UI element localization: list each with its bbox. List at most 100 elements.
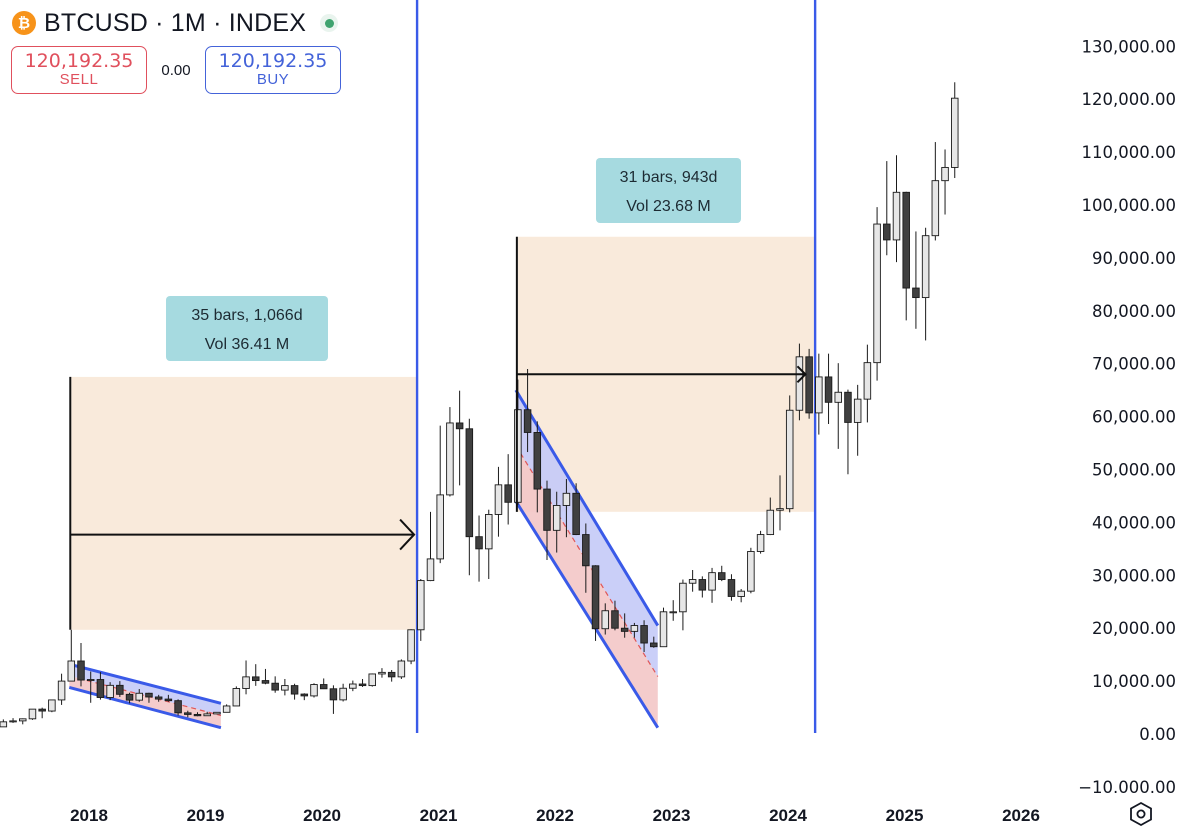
sell-price: 120,192.35 — [24, 50, 134, 72]
candle-body — [805, 356, 813, 414]
candle — [805, 348, 813, 419]
candle — [164, 694, 173, 702]
candle — [77, 643, 85, 687]
candle-body — [145, 692, 153, 698]
candle — [67, 629, 76, 682]
x-axis-tick-label: 2018 — [70, 806, 108, 825]
candle — [310, 683, 318, 698]
buy-price: 120,192.35 — [218, 50, 328, 72]
candle-body — [698, 579, 707, 591]
candle — [19, 718, 27, 725]
candle-body — [620, 627, 629, 632]
measure-label-box — [166, 296, 328, 361]
candle-body — [853, 398, 862, 423]
candle-body — [562, 492, 571, 506]
candle — [582, 523, 590, 593]
candle-body — [902, 191, 910, 289]
candle — [659, 607, 668, 648]
candle-body — [271, 682, 279, 691]
candle-body — [533, 432, 542, 490]
candle-body — [67, 660, 76, 682]
candle-body — [931, 180, 940, 237]
candle-body — [203, 713, 211, 717]
candle-body — [193, 713, 202, 717]
candle-body — [232, 688, 241, 707]
candle — [203, 711, 211, 717]
candle — [349, 680, 357, 692]
candle — [174, 699, 182, 716]
candle-body — [552, 505, 561, 531]
candle — [669, 600, 677, 621]
candle-body — [708, 572, 716, 591]
candle — [912, 231, 920, 329]
candle-body — [436, 494, 444, 560]
sell-button[interactable]: 120,192.35 SELL — [11, 46, 147, 94]
y-axis-tick-label: 40,000.00 — [1092, 513, 1176, 532]
y-axis-tick-label: 110,000.00 — [1082, 143, 1176, 162]
candle-body — [116, 684, 124, 695]
candle-body — [650, 642, 658, 648]
y-axis-tick-label: 70,000.00 — [1092, 355, 1176, 374]
candle — [475, 515, 483, 582]
candle — [921, 227, 930, 341]
candle-body — [630, 625, 639, 632]
candle — [86, 671, 95, 703]
candle — [116, 681, 124, 697]
candle — [300, 693, 309, 701]
candle-body — [951, 97, 959, 168]
candle-body — [154, 696, 163, 700]
measure-label-box — [596, 158, 741, 223]
candle-body — [57, 680, 66, 701]
measure-label: 31 bars, 943d Vol 23.68 M — [596, 158, 741, 223]
candle — [57, 673, 66, 705]
candle-body — [873, 223, 881, 364]
candle-body — [378, 671, 386, 675]
candle — [815, 353, 823, 435]
candle-body — [572, 492, 580, 536]
candle-body — [174, 700, 182, 714]
candle-body — [591, 565, 600, 630]
candle-body — [48, 699, 56, 712]
candle — [387, 669, 396, 682]
candle-body — [358, 683, 367, 687]
y-axis-tick-label: 0.00 — [1139, 725, 1176, 744]
y-axis-tick-label: 130,000.00 — [1082, 37, 1176, 56]
candle — [193, 712, 202, 717]
candle — [718, 565, 726, 582]
candle — [48, 699, 56, 713]
candle — [290, 683, 299, 700]
candle — [931, 142, 940, 241]
settings-icon[interactable] — [1128, 801, 1154, 827]
spread-value: 0.00 — [161, 61, 191, 79]
candle — [329, 685, 338, 714]
candle-body — [863, 362, 872, 400]
candle — [455, 390, 464, 486]
candle — [378, 668, 386, 678]
y-axis-tick-label: 10,000.00 — [1092, 672, 1176, 691]
x-axis-tick-label: 2024 — [769, 806, 807, 825]
sell-label: SELL — [59, 71, 99, 88]
buy-button[interactable]: 120,192.35 BUY — [205, 46, 341, 94]
candle — [785, 395, 794, 513]
candle-body — [96, 679, 105, 698]
candle — [679, 579, 687, 631]
symbol-title[interactable]: BTCUSD · 1M · INDEX — [44, 8, 307, 37]
y-axis-tick-label: −10.000.00 — [1078, 778, 1176, 797]
y-axis-tick-label: 20,000.00 — [1092, 619, 1176, 638]
candle — [902, 191, 910, 321]
candle-body — [747, 551, 755, 592]
measure-label-bars: 35 bars, 1,066d — [191, 307, 302, 324]
candle-body — [756, 534, 765, 552]
buy-label: BUY — [256, 71, 290, 88]
candle-body — [776, 508, 784, 511]
candle-body — [718, 572, 726, 580]
candle — [951, 82, 959, 179]
candle — [883, 161, 891, 256]
y-axis-tick-label: 90,000.00 — [1092, 249, 1176, 268]
candle-body — [28, 708, 37, 720]
candle-body — [523, 409, 532, 433]
candle-body — [834, 391, 843, 403]
candle-body — [941, 166, 949, 182]
candle-body — [727, 579, 736, 597]
